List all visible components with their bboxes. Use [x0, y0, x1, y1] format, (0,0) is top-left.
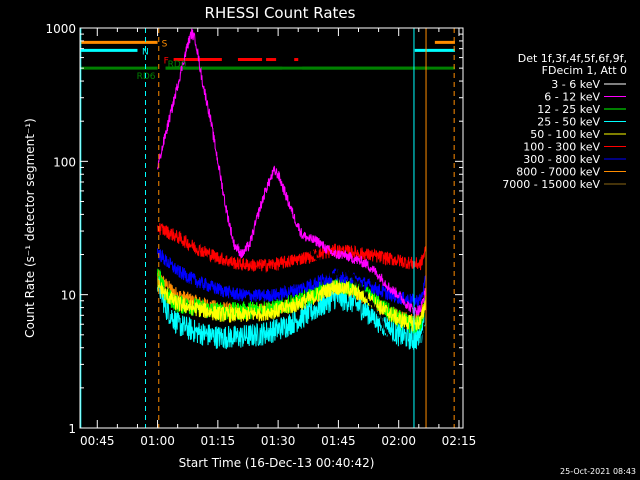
x-tick-label: 02:15: [442, 434, 477, 448]
flag-label-n: N: [142, 47, 149, 57]
legend-header: Det 1f,3f,4f,5f,6f,9f,: [518, 52, 627, 65]
x-tick-label: 01:45: [321, 434, 356, 448]
legend-entry-label: 800 - 7000 keV: [516, 166, 600, 179]
y-tick-label: 100: [53, 155, 76, 169]
flag-label-rd0: RD0: [168, 60, 187, 70]
legend-entry-label: 7000 - 15000 keV: [502, 178, 600, 191]
y-tick-label: 10: [61, 289, 76, 303]
count-rate-series: [157, 28, 427, 364]
legend-entry-label: 50 - 100 keV: [530, 128, 600, 141]
y-axis: 1 10 100 1000: [45, 22, 463, 436]
flag-label-s: S: [162, 39, 168, 49]
legend-entry-label: 100 - 300 keV: [523, 141, 600, 154]
series-line-6: [157, 223, 427, 274]
legend-entry-label: 12 - 25 keV: [537, 103, 600, 116]
series-line-1: [157, 79, 427, 364]
x-tick-label: 01:00: [140, 434, 175, 448]
legend: Det 1f,3f,4f,5f,6f,9f,FDecim 1, Att 03 -…: [502, 52, 627, 191]
y-tick-label: 1: [68, 422, 76, 436]
series-line-5: [157, 277, 427, 332]
chart-title: RHESSI Count Rates: [205, 4, 356, 22]
y-tick-label: 1000: [45, 22, 76, 36]
legend-entry-label: 300 - 800 keV: [523, 153, 600, 166]
legend-entry-label: 6 - 12 keV: [544, 91, 600, 104]
plot-frame: [79, 27, 464, 429]
x-axis-label: Start Time (16-Dec-13 00:40:42): [179, 456, 375, 470]
y-axis-label: Count Rate (s⁻¹ detector segment⁻¹): [23, 118, 37, 338]
legend-header: FDecim 1, Att 0: [542, 64, 627, 77]
x-axis: 00:45 01:00 01:15 01:30 01:45 02:00 02:15: [80, 28, 476, 448]
x-tick-label: 00:45: [80, 434, 115, 448]
timestamp: 25-Oct-2021 08:43: [560, 467, 636, 476]
x-tick-label: 01:30: [261, 434, 296, 448]
series-line-2: [157, 28, 427, 316]
x-tick-label: 01:15: [201, 434, 236, 448]
flag-label-rd6: RD6: [137, 72, 156, 82]
x-tick-label: 02:00: [381, 434, 416, 448]
flag-label-f: F: [164, 57, 169, 67]
series-line-7: [157, 248, 427, 308]
instrument-flags: [80, 40, 455, 70]
legend-entry-label: 3 - 6 keV: [551, 78, 600, 91]
legend-entry-label: 25 - 50 keV: [537, 116, 600, 129]
